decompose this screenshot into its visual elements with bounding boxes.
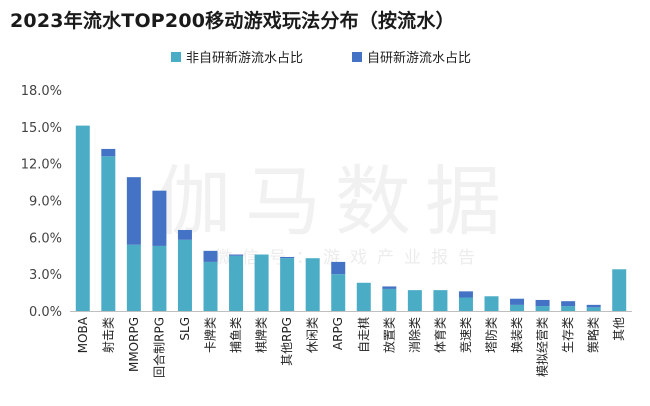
bar-segment: [229, 254, 244, 256]
bars: [75, 125, 627, 311]
bar-segment: [510, 298, 525, 305]
y-tick-label: 6.0%: [29, 231, 62, 246]
y-tick-label: 0.0%: [29, 305, 62, 320]
legend: 非自研新游流水占比 自研新游流水占比: [171, 50, 471, 66]
bar-segment: [433, 290, 448, 311]
chart-title: 2023年流水TOP200移动游戏玩法分布（按流水）: [10, 10, 455, 32]
bar-segment: [561, 306, 576, 311]
bar-segment: [458, 291, 473, 298]
x-tick-label: 捕鱼类: [228, 317, 243, 353]
x-tick-label: 卡牌类: [204, 317, 218, 353]
y-tick-label: 3.0%: [29, 268, 62, 283]
bar-segment: [203, 261, 218, 311]
x-tick-label: MOBA: [76, 316, 90, 353]
x-tick-label: 模拟经营类: [536, 317, 550, 377]
bar-segment: [407, 290, 422, 311]
x-tick-label: 其他RPG: [280, 317, 294, 366]
y-tick-label: 18.0%: [21, 84, 62, 99]
bar-segment: [331, 261, 346, 275]
legend-swatch: [171, 52, 181, 62]
watermark-sub: 微信号：游戏产业报告: [215, 248, 485, 268]
bar-segment: [126, 177, 141, 245]
bar-segment: [101, 148, 116, 157]
x-tick-label: ARPG: [331, 317, 345, 350]
bar-segment: [561, 301, 576, 307]
y-tick-label: 9.0%: [29, 195, 62, 210]
watermark-main: 伽马数据: [155, 157, 515, 246]
x-tick-label: 体育类: [432, 317, 447, 353]
bar-segment: [203, 250, 218, 262]
x-tick-label: 竞速类: [459, 317, 473, 353]
x-axis: MOBA 射击类 MMORPG 回合制RPG SLG 卡牌类 捕鱼类 棋牌类 其他RPG 休闲类 A…: [70, 311, 632, 378]
legend-label: 自研新游流水占比: [367, 50, 471, 66]
legend-label: 非自研新游流水占比: [186, 50, 303, 66]
bar-segment: [254, 254, 269, 311]
x-tick-label: MMORPG: [127, 317, 141, 372]
bar-segment: [305, 258, 320, 311]
x-tick-label: 换装类: [510, 317, 524, 353]
y-tick-label: 15.0%: [21, 121, 62, 136]
bar-segment: [484, 296, 499, 311]
bar-segment: [535, 306, 550, 311]
bar-segment: [382, 286, 397, 289]
bar-segment: [152, 190, 167, 246]
bar-segment: [280, 256, 295, 259]
bar-segment: [280, 258, 295, 311]
bar-segment: [101, 156, 116, 311]
bar-segment: [177, 239, 192, 311]
x-tick-label: SLG: [178, 317, 192, 341]
x-tick-label: 生存类: [561, 317, 575, 353]
bar-segment: [331, 274, 346, 311]
x-tick-label: 其他: [612, 317, 626, 341]
bar-segment: [612, 269, 627, 311]
x-tick-label: 策略类: [586, 317, 601, 353]
bar-segment: [535, 299, 550, 307]
bar-segment: [229, 255, 244, 311]
legend-swatch: [352, 52, 362, 62]
bar-segment: [75, 125, 90, 311]
bar-segment: [152, 245, 167, 311]
bar-segment: [177, 229, 192, 240]
x-tick-label: 放置类: [381, 317, 396, 353]
x-tick-label: 回合制RPG: [151, 317, 166, 378]
bar-segment: [126, 244, 141, 311]
x-tick-label: 塔防类: [484, 317, 499, 353]
y-axis: 0.0% 3.0% 6.0% 9.0% 12.0% 15.0% 18.0%: [21, 84, 62, 320]
bar-segment: [586, 307, 601, 311]
x-tick-label: 自走棋: [357, 317, 371, 353]
bar-segment: [586, 304, 601, 308]
bar-segment: [458, 297, 473, 311]
x-tick-label: 棋牌类: [255, 317, 269, 353]
bar-segment: [510, 304, 525, 311]
x-tick-label: 消除类: [407, 317, 422, 353]
x-tick-label: 射击类: [100, 317, 115, 353]
x-tick-label: 休闲类: [306, 317, 320, 353]
bar-segment: [356, 282, 371, 311]
y-tick-label: 12.0%: [21, 158, 62, 173]
bar-segment: [382, 288, 397, 311]
